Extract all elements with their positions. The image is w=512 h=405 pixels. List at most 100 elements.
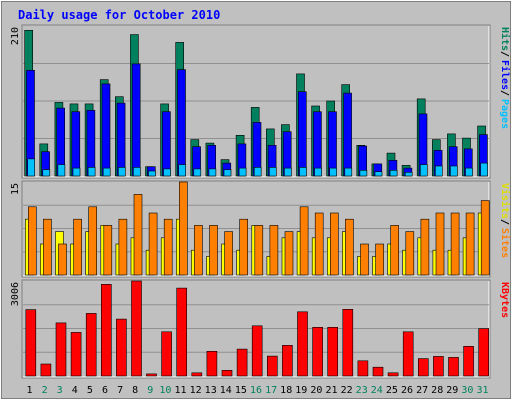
x-tick-label-10: 10 xyxy=(159,385,171,396)
panel-top-legend-pages: Pages xyxy=(499,99,510,129)
bar-pages-day-28 xyxy=(434,165,443,177)
bar-pages-day-13 xyxy=(208,168,217,177)
x-tick-label-18: 18 xyxy=(280,385,292,396)
bar-pages-day-7 xyxy=(118,167,126,177)
bar-pages-day-18 xyxy=(284,167,292,177)
bar-sites-day-29 xyxy=(450,212,460,276)
panel-middle-legend: Visits/ Sites xyxy=(499,183,511,258)
bar-sites-day-11 xyxy=(179,181,188,276)
bar-kbytes-day-14 xyxy=(221,369,233,377)
bar-sites-day-1 xyxy=(27,206,37,276)
bar-sites-day-6 xyxy=(103,225,113,276)
x-tick-label-6: 6 xyxy=(102,385,108,396)
bar-files-day-10 xyxy=(162,111,171,177)
bar-pages-day-10 xyxy=(163,168,171,177)
x-tick-label-1: 1 xyxy=(26,385,32,396)
x-tick-label-27: 27 xyxy=(416,385,428,396)
x-tick-label-30: 30 xyxy=(461,385,473,396)
bar-kbytes-day-24 xyxy=(372,366,384,377)
bar-kbytes-day-4 xyxy=(70,332,82,377)
bar-sites-day-31 xyxy=(480,200,490,276)
bar-kbytes-day-2 xyxy=(40,363,52,377)
bar-sites-day-10 xyxy=(163,218,173,276)
bar-kbytes-day-21 xyxy=(327,326,339,377)
bar-sites-day-24 xyxy=(375,243,384,276)
x-tick-label-8: 8 xyxy=(132,385,138,396)
x-tick-label-20: 20 xyxy=(310,385,322,396)
bar-pages-day-22 xyxy=(344,167,353,177)
bar-files-day-5 xyxy=(86,110,96,177)
bar-sites-day-28 xyxy=(435,212,445,276)
bar-files-day-22 xyxy=(343,92,352,177)
x-tick-label-4: 4 xyxy=(72,385,78,396)
bar-sites-day-14 xyxy=(224,231,233,276)
panel-middle-ymax-label: 15 xyxy=(10,183,21,195)
bar-files-day-11 xyxy=(177,69,186,177)
bar-kbytes-day-3 xyxy=(55,322,67,377)
bar-kbytes-day-15 xyxy=(236,348,248,377)
panel-bottom-ymax-label: 3006 xyxy=(10,282,21,306)
bar-sites-day-23 xyxy=(360,243,369,276)
x-tick-label-3: 3 xyxy=(57,385,63,396)
chart-title: Daily usage for October 2010 xyxy=(18,8,220,22)
bar-kbytes-day-8 xyxy=(131,280,142,377)
x-tick-label-26: 26 xyxy=(401,385,413,396)
bar-pages-day-24 xyxy=(374,171,383,177)
x-tick-label-13: 13 xyxy=(205,385,217,396)
bar-kbytes-day-13 xyxy=(206,350,218,377)
panel-top-legend-files: Files xyxy=(499,60,511,90)
bar-sites-day-16 xyxy=(254,225,264,276)
bar-sites-day-19 xyxy=(299,206,309,276)
bar-kbytes-day-16 xyxy=(251,325,263,377)
x-tick-label-15: 15 xyxy=(235,385,247,396)
bar-pages-day-2 xyxy=(42,169,51,177)
bar-pages-day-3 xyxy=(57,164,66,177)
bar-sites-day-12 xyxy=(194,225,203,276)
panel-middle-legend-separator: / xyxy=(499,219,510,225)
bar-sites-day-5 xyxy=(88,206,97,276)
bar-pages-day-19 xyxy=(299,167,307,177)
bar-kbytes-day-9 xyxy=(146,373,157,377)
x-tick-label-29: 29 xyxy=(446,385,458,396)
panel-top-legend: Hits/Files/Pages xyxy=(499,27,511,129)
bar-kbytes-day-1 xyxy=(25,309,37,377)
bar-pages-day-6 xyxy=(102,167,111,177)
x-tick-label-16: 16 xyxy=(250,385,262,396)
x-tick-label-28: 28 xyxy=(431,385,443,396)
bar-sites-day-8 xyxy=(133,194,143,276)
panel-bottom-legend-kbytes: KBytes xyxy=(499,282,510,318)
bar-kbytes-day-12 xyxy=(191,372,203,377)
bar-sites-day-15 xyxy=(239,218,248,276)
bar-sites-day-7 xyxy=(118,218,128,276)
panel-bottom-legend: KBytes xyxy=(499,282,510,318)
bar-files-day-8 xyxy=(131,63,141,177)
bar-sites-day-4 xyxy=(73,218,82,276)
bar-sites-day-27 xyxy=(420,218,430,276)
bar-pages-day-14 xyxy=(223,169,232,177)
bar-sites-day-13 xyxy=(209,225,218,276)
bar-pages-day-16 xyxy=(253,167,262,177)
bar-pages-day-29 xyxy=(450,165,458,177)
panel-top-legend-hits: Hits xyxy=(499,27,511,51)
bar-kbytes-day-5 xyxy=(85,313,97,377)
bar-sites-day-18 xyxy=(284,231,294,276)
x-tick-label-21: 21 xyxy=(325,385,337,396)
bar-files-day-7 xyxy=(116,102,126,177)
bar-kbytes-day-29 xyxy=(448,357,459,377)
bar-kbytes-day-19 xyxy=(297,311,308,377)
bar-kbytes-day-6 xyxy=(101,283,112,377)
bar-pages-day-30 xyxy=(465,167,473,177)
bar-pages-day-20 xyxy=(314,167,322,177)
x-tick-label-22: 22 xyxy=(341,385,353,396)
x-tick-label-14: 14 xyxy=(220,385,232,396)
panel-middle: 15 Visits/ Sites xyxy=(10,180,511,278)
bar-sites-day-22 xyxy=(345,218,354,276)
chart-outer-border-shadow xyxy=(1,1,511,399)
bar-sites-day-3 xyxy=(58,243,67,276)
x-tick-label-25: 25 xyxy=(386,385,398,396)
bar-kbytes-day-23 xyxy=(357,360,369,377)
panel-bottom: 3006 KBytes xyxy=(10,279,510,379)
x-tick-label-19: 19 xyxy=(295,385,307,396)
